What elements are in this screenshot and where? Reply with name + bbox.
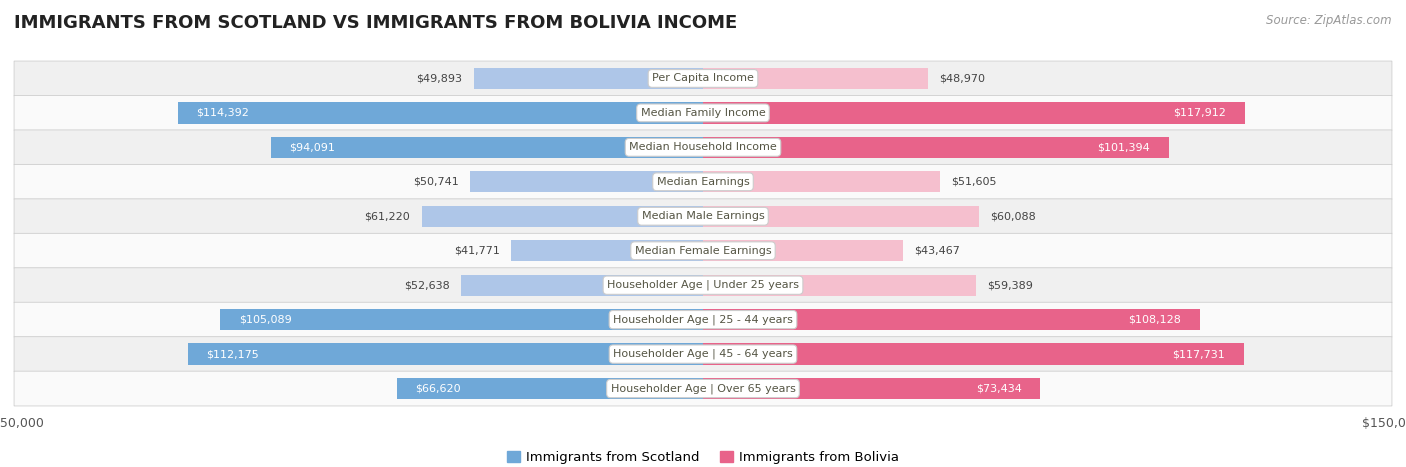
- Bar: [512, 240, 703, 262]
- Bar: [461, 275, 703, 296]
- Bar: [177, 102, 703, 124]
- Text: IMMIGRANTS FROM SCOTLAND VS IMMIGRANTS FROM BOLIVIA INCOME: IMMIGRANTS FROM SCOTLAND VS IMMIGRANTS F…: [14, 14, 737, 32]
- Bar: [470, 171, 703, 192]
- Text: $101,394: $101,394: [1098, 142, 1150, 152]
- FancyBboxPatch shape: [14, 268, 1392, 303]
- Text: $112,175: $112,175: [207, 349, 259, 359]
- Bar: [422, 205, 703, 227]
- FancyBboxPatch shape: [14, 61, 1392, 96]
- Text: $61,220: $61,220: [364, 211, 411, 221]
- FancyBboxPatch shape: [14, 371, 1392, 406]
- FancyBboxPatch shape: [14, 130, 1392, 165]
- Bar: [703, 205, 979, 227]
- Bar: [703, 171, 941, 192]
- Text: $43,467: $43,467: [914, 246, 960, 256]
- FancyBboxPatch shape: [14, 164, 1392, 199]
- Text: $117,912: $117,912: [1174, 108, 1226, 118]
- Text: $59,389: $59,389: [987, 280, 1033, 290]
- Text: $52,638: $52,638: [404, 280, 450, 290]
- Text: $41,771: $41,771: [454, 246, 499, 256]
- Text: Median Male Earnings: Median Male Earnings: [641, 211, 765, 221]
- Bar: [703, 378, 1040, 399]
- Text: Householder Age | 25 - 44 years: Householder Age | 25 - 44 years: [613, 314, 793, 325]
- Bar: [271, 137, 703, 158]
- Text: Householder Age | Under 25 years: Householder Age | Under 25 years: [607, 280, 799, 290]
- FancyBboxPatch shape: [14, 234, 1392, 268]
- Text: Per Capita Income: Per Capita Income: [652, 73, 754, 84]
- Text: $49,893: $49,893: [416, 73, 463, 84]
- Text: Source: ZipAtlas.com: Source: ZipAtlas.com: [1267, 14, 1392, 27]
- FancyBboxPatch shape: [14, 95, 1392, 130]
- Text: $108,128: $108,128: [1129, 315, 1181, 325]
- Bar: [703, 309, 1199, 330]
- Text: Householder Age | Over 65 years: Householder Age | Over 65 years: [610, 383, 796, 394]
- Text: $66,620: $66,620: [415, 383, 461, 394]
- Bar: [703, 68, 928, 89]
- Legend: Immigrants from Scotland, Immigrants from Bolivia: Immigrants from Scotland, Immigrants fro…: [502, 446, 904, 467]
- Text: $60,088: $60,088: [990, 211, 1036, 221]
- Text: $117,731: $117,731: [1173, 349, 1226, 359]
- Text: $48,970: $48,970: [939, 73, 986, 84]
- Text: Median Female Earnings: Median Female Earnings: [634, 246, 772, 256]
- Bar: [188, 343, 703, 365]
- Text: $114,392: $114,392: [195, 108, 249, 118]
- Bar: [396, 378, 703, 399]
- Bar: [221, 309, 703, 330]
- Bar: [703, 137, 1168, 158]
- Bar: [703, 275, 976, 296]
- FancyBboxPatch shape: [14, 302, 1392, 337]
- Text: Median Earnings: Median Earnings: [657, 177, 749, 187]
- Bar: [703, 102, 1244, 124]
- Text: $50,741: $50,741: [413, 177, 458, 187]
- Text: Median Household Income: Median Household Income: [628, 142, 778, 152]
- FancyBboxPatch shape: [14, 337, 1392, 372]
- Bar: [703, 343, 1244, 365]
- Text: Householder Age | 45 - 64 years: Householder Age | 45 - 64 years: [613, 349, 793, 359]
- FancyBboxPatch shape: [14, 199, 1392, 234]
- Text: $105,089: $105,089: [239, 315, 291, 325]
- Text: $94,091: $94,091: [290, 142, 335, 152]
- Text: $73,434: $73,434: [976, 383, 1022, 394]
- Text: $51,605: $51,605: [952, 177, 997, 187]
- Text: Median Family Income: Median Family Income: [641, 108, 765, 118]
- Bar: [474, 68, 703, 89]
- Bar: [703, 240, 903, 262]
